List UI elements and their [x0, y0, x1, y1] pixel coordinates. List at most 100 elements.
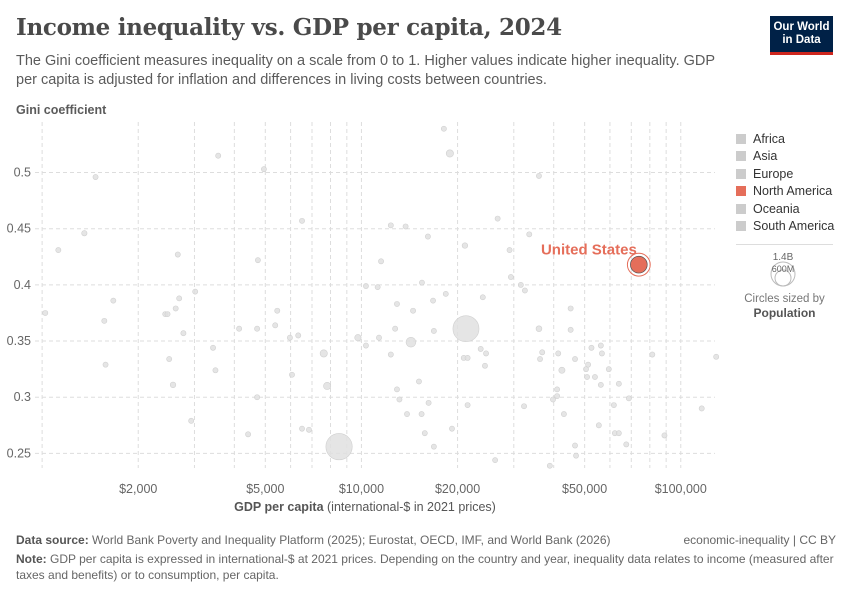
data-point	[102, 361, 109, 368]
data-point	[254, 325, 261, 332]
data-point	[402, 223, 409, 230]
y-tick-label: 0.45	[7, 222, 31, 236]
data-point	[558, 366, 566, 374]
source-label: Data source:	[16, 533, 89, 547]
legend-swatch	[736, 221, 746, 232]
data-point	[449, 425, 455, 432]
data-point	[561, 411, 567, 417]
data-point	[169, 381, 177, 388]
legend-item-oceania[interactable]: Oceania	[736, 200, 834, 218]
data-point	[698, 405, 705, 412]
size-legend-caption: Circles sized by Population	[736, 292, 833, 321]
data-point	[295, 332, 302, 339]
legend-label: Africa	[753, 131, 785, 146]
legend-item-north-america[interactable]: North America	[736, 183, 834, 201]
data-point	[546, 462, 553, 469]
legend-divider	[736, 244, 833, 245]
data-point	[713, 353, 720, 360]
data-point	[166, 356, 173, 362]
data-point	[405, 336, 417, 348]
legend-item-africa[interactable]: Africa	[736, 130, 834, 148]
data-point	[323, 382, 332, 390]
x-axis-label-bold: GDP per capita	[234, 500, 324, 514]
data-point	[445, 149, 454, 158]
data-point	[610, 402, 617, 408]
note-text: GDP per capita is expressed in internati…	[16, 552, 834, 582]
owid-logo[interactable]: Our World in Data	[770, 16, 833, 55]
data-point	[649, 351, 656, 358]
logo-line-2: in Data	[782, 34, 821, 46]
data-point	[605, 366, 612, 373]
data-point	[81, 230, 88, 237]
data-point	[306, 426, 312, 433]
legend-label: Asia	[753, 149, 778, 164]
data-point	[410, 307, 416, 314]
data-point	[492, 457, 499, 464]
data-point	[554, 386, 561, 393]
y-tick-label: 0.3	[14, 390, 31, 404]
data-point	[289, 371, 295, 378]
data-point	[387, 351, 394, 358]
data-point	[572, 356, 578, 362]
x-axis-label: GDP per capita (international-$ in 2021 …	[0, 500, 730, 514]
data-point	[192, 288, 199, 295]
data-point	[319, 349, 328, 358]
data-point	[584, 374, 590, 380]
data-point	[508, 274, 514, 280]
data-point	[440, 125, 447, 132]
united-states-label: United States	[541, 242, 637, 259]
source-text[interactable]: World Bank Poverty and Inequality Platfo…	[92, 533, 611, 547]
x-tick-label: $5,000	[246, 482, 284, 496]
legend-swatch	[736, 151, 746, 162]
data-point	[110, 297, 117, 304]
data-point	[597, 342, 604, 349]
data-point	[483, 350, 489, 357]
data-point	[554, 393, 561, 400]
data-point-united-states	[630, 255, 648, 274]
data-point	[539, 349, 546, 356]
source-line: Data source: World Bank Poverty and Ineq…	[16, 532, 836, 548]
data-point	[430, 328, 437, 334]
data-point	[517, 281, 524, 288]
logo-line-1: Our World	[773, 21, 830, 33]
data-point	[164, 311, 171, 317]
legend-item-south-america[interactable]: South America	[736, 218, 834, 236]
data-point	[394, 386, 400, 393]
data-point	[623, 441, 630, 448]
size-legend-small-label: 600M	[772, 264, 795, 274]
data-point	[661, 432, 668, 439]
legend-label: North America	[753, 184, 833, 199]
data-point	[567, 305, 574, 312]
data-point	[430, 443, 437, 450]
data-point	[464, 355, 471, 361]
legend-swatch	[736, 133, 746, 144]
data-point	[215, 152, 222, 159]
data-point	[479, 294, 486, 301]
chart-title: Income inequality vs. GDP per capita, 20…	[16, 14, 562, 41]
data-point	[425, 399, 432, 406]
legend-item-asia[interactable]: Asia	[736, 148, 834, 166]
data-point	[299, 425, 305, 432]
data-point	[363, 342, 369, 349]
note-label: Note:	[16, 552, 47, 566]
data-point	[506, 247, 513, 253]
data-point	[299, 217, 305, 224]
data-point	[363, 283, 369, 289]
data-point	[261, 166, 267, 173]
data-point	[537, 356, 543, 362]
data-point	[392, 325, 399, 332]
license-text[interactable]: economic-inequality | CC BY	[683, 533, 836, 547]
data-point	[354, 334, 362, 342]
data-point	[272, 322, 279, 329]
y-tick-label: 0.35	[7, 334, 31, 348]
data-point	[588, 344, 595, 351]
legend: Africa Asia Europe North America Oceania Sout…	[736, 130, 834, 235]
data-point	[172, 305, 179, 312]
data-point	[245, 431, 251, 438]
legend-swatch	[736, 168, 746, 179]
legend-label: South America	[753, 219, 835, 234]
legend-item-europe[interactable]: Europe	[736, 165, 834, 183]
x-axis-label-rest: (international-$ in 2021 prices)	[323, 500, 496, 514]
data-point	[555, 350, 562, 357]
data-point	[526, 231, 533, 238]
